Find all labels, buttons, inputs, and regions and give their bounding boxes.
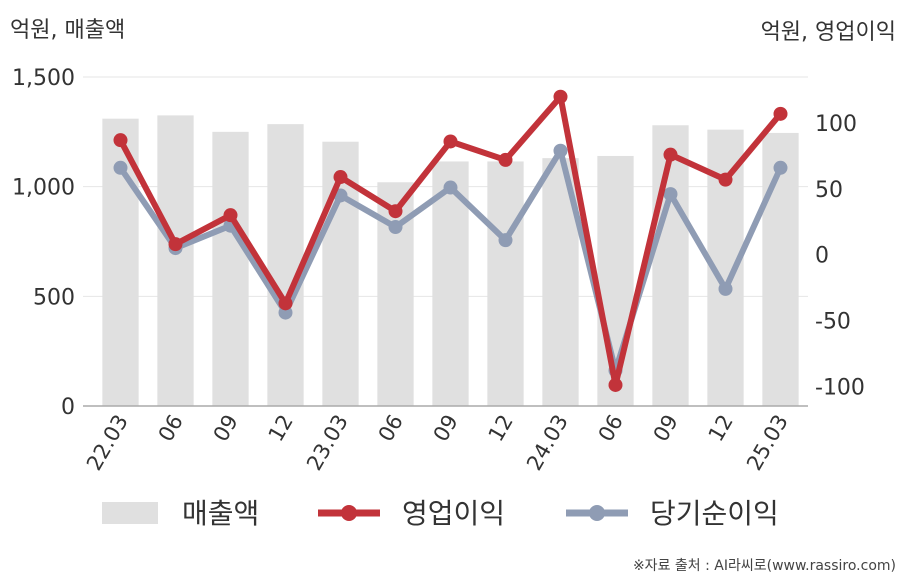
left-axis-unit-label: 억원, 매출액 [10,18,126,43]
revenue-bar [267,124,304,406]
right-tick-label: 0 [815,244,829,269]
series-point [388,220,403,235]
legend-label: 영업이익 [402,497,505,530]
revenue-bar [652,125,689,407]
x-tick-label: 23.03 [302,411,353,475]
series-point [333,170,348,185]
series-point [718,172,733,187]
legend-swatch-bar [102,502,158,524]
x-tick-label: 12 [264,411,298,446]
x-tick-label: 22.03 [82,411,133,475]
x-tick-label: 09 [649,411,683,446]
series-point [663,187,678,202]
legend-label: 매출액 [182,497,259,530]
revenue-bar [157,115,194,406]
x-tick-label: 06 [594,411,628,446]
line-series [113,89,788,392]
legend-label: 당기순이익 [650,497,779,530]
left-tick-label: 1,500 [12,66,75,91]
series-point [113,160,128,175]
right-tick-label: 100 [815,112,857,137]
series-point [278,296,293,311]
legend-swatch-marker [589,505,605,521]
source-note: ※자료 출처 : AI라씨로(www.rassiro.com) [632,558,896,574]
left-tick-label: 0 [61,395,75,420]
left-tick-label: 500 [33,285,75,310]
legend: 매출액 영업이익 당기순이익 [102,497,779,530]
right-tick-label: -100 [815,375,865,400]
x-tick-label: 25.03 [742,411,793,475]
right-axis-unit-label: 억원, 영업이익 [760,20,896,45]
series-point [773,160,788,175]
revenue-bar [212,131,249,407]
x-tick-label: 06 [154,411,188,446]
right-tick-label: -50 [815,309,851,334]
series-point [718,281,733,296]
series-point [443,134,458,149]
x-tick-label: 09 [209,411,243,446]
revenue-bar [762,132,799,406]
series-point [663,147,678,162]
revenue-bar [487,161,524,406]
series-point [553,143,568,158]
x-tick-label: 09 [429,411,463,446]
series-point [553,89,568,104]
series-point [608,377,623,392]
left-tick-label: 1,000 [12,176,75,201]
right-axis-ticks: -100 -50 0 50 100 [815,112,865,400]
series-point [498,152,513,167]
series-point [773,106,788,121]
legend-swatch-marker [341,505,357,521]
left-axis-ticks: 0 500 1,000 1,500 [12,66,75,420]
series-point [223,208,238,223]
x-axis-ticks: 22.03 06 09 12 23.03 06 09 12 24.03 06 09 12 25.03 [82,411,793,475]
series-point [443,180,458,195]
x-tick-label: 06 [374,411,408,446]
revenue-bars [102,115,799,407]
series-point [498,233,513,248]
series-point [388,204,403,219]
series-point [168,237,183,252]
series-point [113,133,128,148]
x-tick-label: 24.03 [522,411,573,475]
right-tick-label: 50 [815,178,843,203]
x-tick-label: 12 [704,411,738,446]
x-tick-label: 12 [484,411,518,446]
